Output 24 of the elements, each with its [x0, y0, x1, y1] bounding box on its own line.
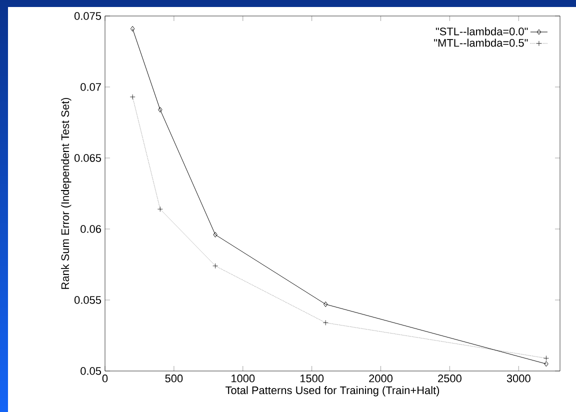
point	[322, 320, 328, 326]
point	[158, 106, 162, 112]
x-tick-label: 2000	[369, 374, 393, 382]
x-tick-label: 0	[102, 374, 108, 382]
x-tick-label: 1000	[232, 374, 255, 382]
y-tick-label: 0.05	[80, 367, 102, 375]
point	[130, 94, 136, 100]
y-tick-label: 0.055	[74, 296, 102, 304]
x-tick-label: 500	[165, 374, 183, 382]
x-tick-label: 2500	[438, 374, 462, 382]
legend-label: "MTL--lambda=0.5"	[434, 38, 528, 47]
x-tick-label: 3000	[506, 374, 530, 382]
point	[157, 206, 163, 212]
x-tick-label: 1500	[300, 374, 324, 382]
y-tick-label: 0.07	[80, 83, 101, 91]
y-tick-label: 0.06	[80, 225, 101, 233]
point	[212, 263, 218, 269]
point	[323, 302, 328, 308]
point	[213, 232, 218, 238]
y-tick-label: 0.065	[74, 154, 102, 162]
y-tick-label: 0.075	[74, 12, 102, 20]
y-axis-title: Rank Sum Error (Independent Test Set)	[61, 98, 72, 289]
legend-label: "STL--lambda=0.0"	[436, 27, 528, 36]
x-axis-title: Total Patterns Used for Training (Train+Halt)	[226, 386, 440, 396]
